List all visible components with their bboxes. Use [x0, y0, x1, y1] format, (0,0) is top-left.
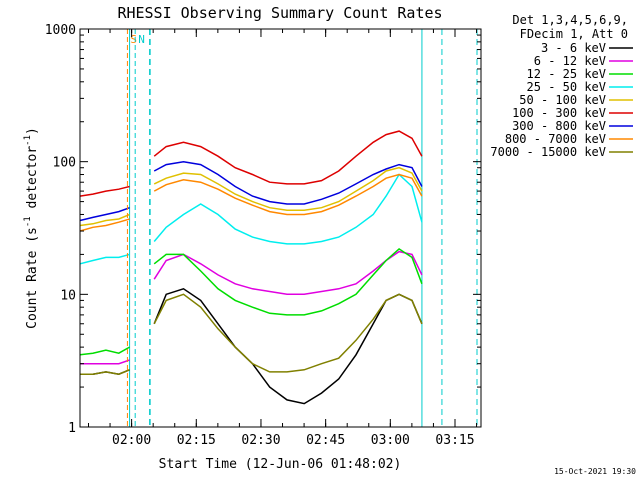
series-line [79, 213, 130, 227]
annotation-label: N [138, 33, 145, 46]
series-line [79, 185, 130, 197]
series-line [153, 250, 423, 296]
y-axis-label-part: detector [25, 146, 40, 217]
y-tick-label: 100 [53, 156, 76, 171]
series-line [80, 369, 130, 375]
x-axis-label: Start Time (12-Jun-06 01:48:02) [159, 457, 402, 472]
legend-label: 100 - 300 keV [512, 106, 606, 120]
legend-label: 50 - 100 keV [519, 93, 606, 107]
series-line [79, 253, 130, 265]
timestamp: 15-Oct-2021 19:30 [554, 467, 636, 476]
series-line [80, 359, 130, 365]
series-line [79, 206, 130, 222]
x-tick-label: 02:15 [177, 433, 216, 448]
legend-header-line: Det 1,3,4,5,6,9, [512, 13, 628, 27]
series-line [79, 346, 130, 356]
legend: Det 1,3,4,5,6,9, FDecim 1, Att 0 3 - 6 k… [490, 13, 633, 159]
chart-title: RHESSI Observing Summary Count Rates [117, 4, 442, 22]
legend-label: 800 - 7000 keV [505, 132, 606, 146]
series-line [153, 160, 423, 205]
y-tick-label: 1 [68, 421, 76, 436]
legend-label: 25 - 50 keV [527, 80, 606, 94]
x-tick-label: 02:30 [241, 433, 280, 448]
x-tick-label: 03:00 [371, 433, 410, 448]
y-tick-label: 10 [60, 288, 76, 303]
legend-label: 12 - 25 keV [527, 67, 606, 81]
series-line [153, 166, 423, 212]
plot-frame [79, 28, 482, 428]
y-axis-label-superscript: -1 [23, 216, 33, 227]
legend-header-line: FDecim 1, Att 0 [520, 27, 628, 41]
series-line [153, 293, 423, 373]
legend-label: 6 - 12 keV [534, 54, 606, 68]
series-line [153, 173, 423, 216]
legend-label: 3 - 6 keV [541, 41, 606, 55]
legend-label: 7000 - 15000 keV [490, 145, 606, 159]
series-line [153, 130, 423, 185]
x-tick-label: 02:45 [306, 433, 345, 448]
series-line [153, 247, 423, 316]
legend-label: 300 - 800 keV [512, 119, 606, 133]
y-axis-label: Count Rate (s-1 detector-1) [23, 127, 40, 329]
series-line [153, 173, 423, 245]
y-axis-label-part: Count Rate (s [25, 227, 40, 329]
y-axis-label-superscript: -1 [23, 135, 33, 146]
x-tick-label: 03:15 [435, 433, 474, 448]
series-line [79, 218, 130, 232]
annotation-label: S [130, 33, 137, 46]
y-axis-label-part: ) [25, 127, 40, 135]
y-tick-label: 1000 [45, 23, 76, 38]
x-tick-label: 02:00 [112, 433, 151, 448]
